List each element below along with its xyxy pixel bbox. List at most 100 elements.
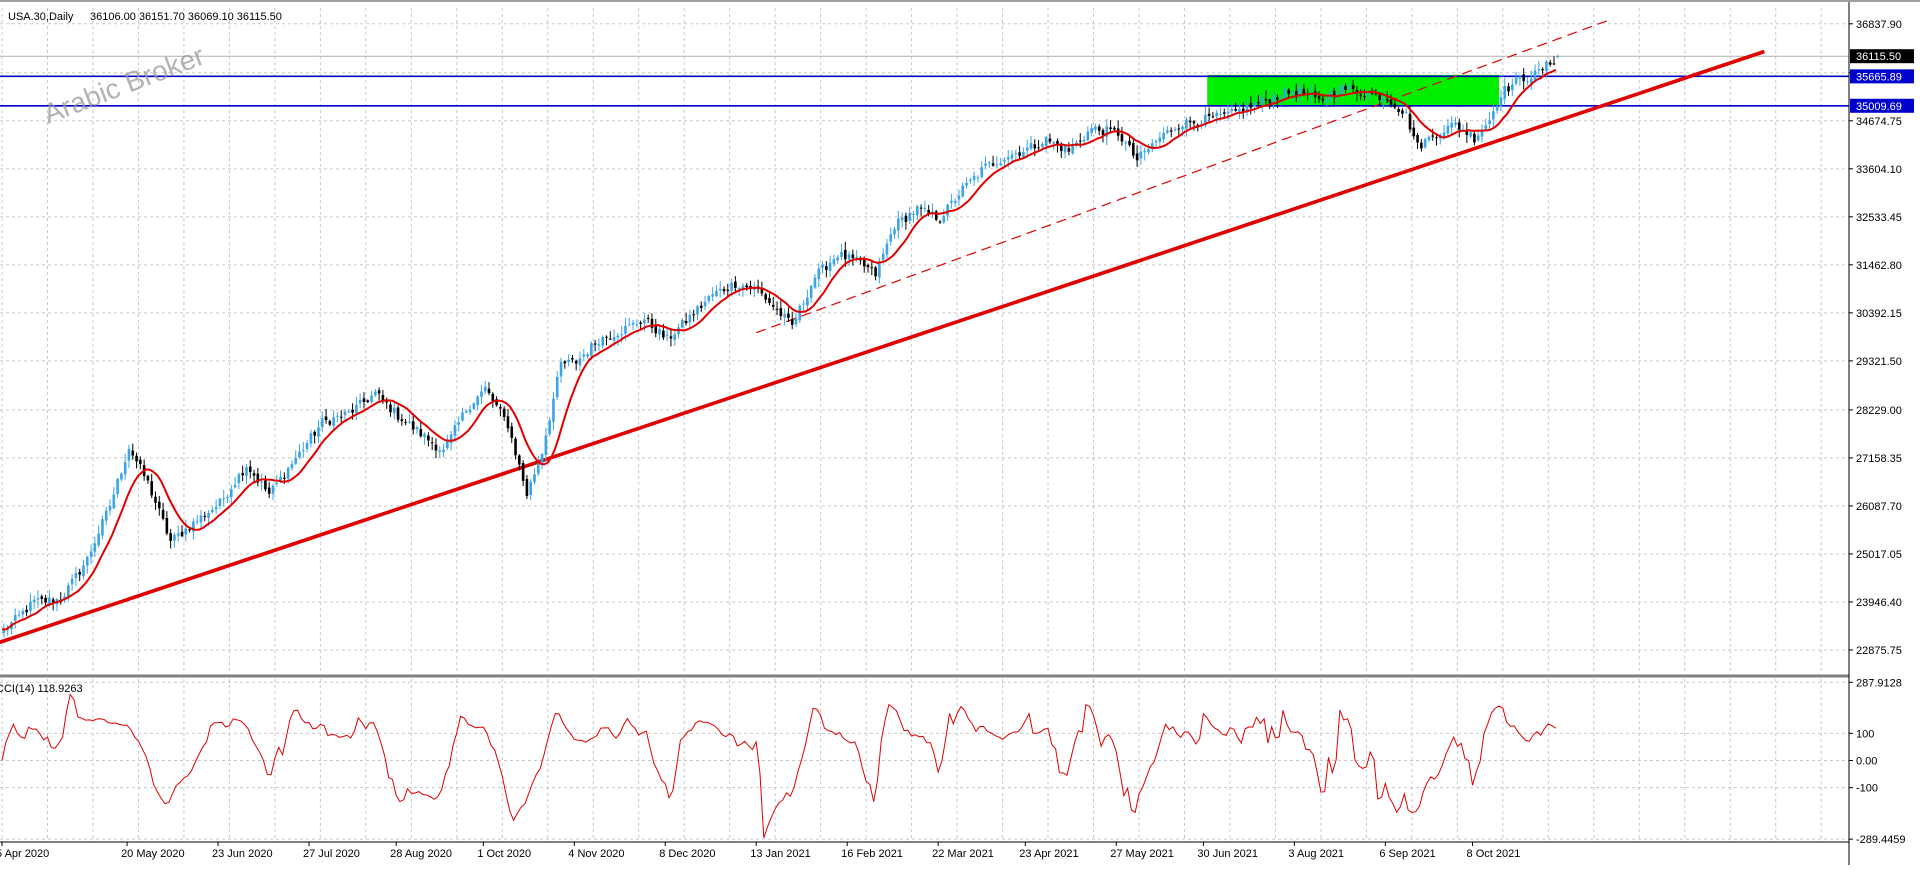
time-tick-label: 30 Jun 2021 xyxy=(1197,848,1258,860)
candle xyxy=(1344,83,1347,93)
candle xyxy=(1120,126,1124,146)
candle-body xyxy=(328,421,332,425)
candle-body xyxy=(908,213,912,221)
candle-body xyxy=(608,338,612,340)
candle-body xyxy=(1473,133,1476,143)
candle xyxy=(385,397,388,409)
candle-body xyxy=(1219,113,1222,115)
candle-body xyxy=(229,489,233,498)
candle-body xyxy=(419,428,423,437)
candle-body xyxy=(1348,86,1351,90)
candle-body xyxy=(298,451,301,458)
candle-body xyxy=(1169,130,1173,132)
candle-body xyxy=(1003,159,1006,162)
candle-body xyxy=(1552,63,1556,65)
candle-body xyxy=(252,473,256,476)
candle xyxy=(1511,78,1514,97)
candle-body xyxy=(1253,103,1256,107)
candle-body xyxy=(1097,126,1101,131)
candle-body xyxy=(1162,132,1165,140)
candle xyxy=(1548,59,1552,67)
candle xyxy=(461,407,464,422)
candle xyxy=(703,296,707,311)
candle-body xyxy=(1457,122,1461,130)
candle-body xyxy=(211,509,214,513)
candle xyxy=(336,412,339,423)
time-tick-label: 20 May 2020 xyxy=(121,848,185,860)
candle xyxy=(404,418,407,426)
candle xyxy=(472,402,476,410)
candle xyxy=(586,352,589,359)
candle-body xyxy=(161,509,165,519)
candle xyxy=(1495,104,1499,114)
candle-body xyxy=(972,175,976,180)
candle-body xyxy=(904,215,908,222)
candle xyxy=(427,432,430,447)
candle-body xyxy=(446,441,449,449)
candle-body xyxy=(794,318,798,325)
candle xyxy=(650,313,654,334)
candle xyxy=(29,593,32,616)
candle xyxy=(817,263,821,288)
candle xyxy=(779,300,783,321)
candle-body xyxy=(1363,96,1366,98)
candle-body xyxy=(275,482,279,484)
candle-body xyxy=(574,360,578,364)
candle xyxy=(180,525,184,538)
candle-body xyxy=(146,475,150,481)
time-tick-label: 3 Aug 2021 xyxy=(1288,848,1344,860)
candle-body xyxy=(821,264,824,268)
candle xyxy=(980,161,984,179)
candle-body xyxy=(1526,81,1529,83)
candle-body xyxy=(48,597,51,604)
candle-body xyxy=(1518,76,1522,79)
candle xyxy=(1071,137,1074,155)
candle-body xyxy=(1245,104,1249,113)
candle-body xyxy=(643,319,646,324)
candle xyxy=(787,307,790,322)
candle xyxy=(938,220,942,224)
candle xyxy=(1412,120,1416,140)
candle-body xyxy=(93,543,97,552)
moving-average-layer xyxy=(1,68,1557,631)
candle-body xyxy=(1071,145,1074,154)
candle xyxy=(1241,102,1245,119)
candle xyxy=(1097,124,1101,136)
candle-body xyxy=(1120,134,1124,142)
candle xyxy=(1363,89,1366,101)
candle-body xyxy=(336,415,339,417)
candle-body xyxy=(116,478,119,495)
candle-body xyxy=(1283,89,1287,99)
candle-body xyxy=(616,335,620,338)
candle xyxy=(813,273,817,289)
candle-body xyxy=(593,343,597,345)
candle-body xyxy=(764,294,767,300)
candle xyxy=(1325,94,1328,108)
candle-body xyxy=(734,281,737,289)
candle-body xyxy=(203,515,207,518)
candle xyxy=(775,301,779,316)
candle xyxy=(840,243,843,261)
candle-body xyxy=(771,304,775,307)
candle-body xyxy=(828,262,832,271)
candle-body xyxy=(1404,111,1408,113)
candle xyxy=(256,468,260,487)
candle xyxy=(1287,88,1291,98)
candle xyxy=(214,499,218,514)
candle xyxy=(1105,119,1109,146)
candle-body xyxy=(1006,157,1010,160)
candle-body xyxy=(1298,88,1302,97)
grid-layer xyxy=(0,8,1849,842)
candle-body xyxy=(97,533,100,546)
candle xyxy=(1397,107,1400,116)
candle xyxy=(923,200,927,213)
candle-body xyxy=(1105,126,1109,137)
candle-body xyxy=(233,484,237,488)
candle-body xyxy=(518,455,521,465)
candle xyxy=(809,284,813,303)
candle xyxy=(692,309,695,322)
price-tick-label: 29321.50 xyxy=(1856,356,1902,368)
candle xyxy=(491,392,495,408)
